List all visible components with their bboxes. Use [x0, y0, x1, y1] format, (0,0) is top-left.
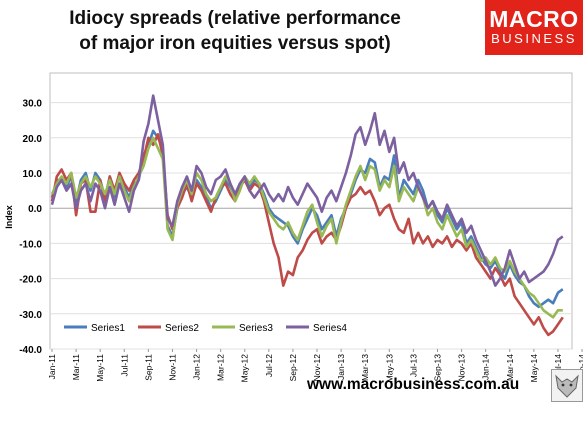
x-tick-label: Mar-11 — [71, 354, 81, 381]
y-tick-label: 30.0 — [23, 99, 43, 110]
series-line-4 — [50, 94, 564, 287]
series-line-2 — [50, 133, 564, 337]
y-tick-label: 10.0 — [23, 169, 43, 180]
y-tick-label: -40.0 — [19, 345, 42, 356]
x-tick-label: Jul-12 — [264, 354, 274, 377]
chart-title: Idiocy spreads (relative performance of … — [0, 6, 470, 56]
x-tick-label: Jan-12 — [192, 354, 202, 380]
x-tick-label: Sep-12 — [288, 354, 298, 382]
y-tick-label: -20.0 — [19, 275, 42, 286]
y-tick-label: 20.0 — [23, 134, 43, 145]
x-tick-label: Nov-13 — [457, 354, 467, 382]
series-line-3 — [50, 136, 563, 319]
x-tick-label: Sep-14 — [577, 354, 583, 382]
x-tick-label: May-13 — [384, 354, 394, 383]
legend-label-4: Series4 — [313, 323, 347, 334]
y-tick-label: 0.0 — [28, 204, 42, 215]
legend-label-1: Series1 — [91, 323, 125, 334]
y-tick-label: -10.0 — [19, 239, 42, 250]
x-tick-label: Nov-12 — [312, 354, 322, 382]
y-tick-label: -30.0 — [19, 310, 42, 321]
logo-line1: MACRO — [489, 6, 579, 32]
chart-title-line1: Idiocy spreads (relative performance — [69, 8, 401, 29]
x-tick-label: Jul-11 — [119, 354, 129, 377]
legend-label-3: Series3 — [239, 323, 273, 334]
legend-label-2: Series2 — [165, 323, 199, 334]
x-tick-label: Jan-11 — [47, 354, 57, 380]
x-tick-label: Jul-13 — [408, 354, 418, 377]
footer-url: www.macrobusiness.com.au — [307, 376, 520, 393]
wolf-logo-icon — [551, 369, 583, 402]
logo-line2: BUSINESS — [491, 31, 577, 46]
x-tick-label: Sep-13 — [432, 354, 442, 382]
x-tick-label: Jan-14 — [481, 354, 491, 380]
series-line-1 — [50, 129, 564, 309]
chart-title-line2: of major iron equities versus spot) — [79, 33, 391, 54]
x-tick-label: Jul-14 — [553, 354, 563, 377]
x-tick-label: Mar-12 — [216, 354, 226, 381]
y-axis-label: Index — [4, 205, 14, 229]
x-tick-label: May-14 — [529, 354, 539, 383]
x-tick-label: Sep-11 — [143, 354, 153, 381]
x-tick-label: May-11 — [95, 354, 105, 382]
macrobusiness-logo: MACRO BUSINESS — [485, 0, 583, 55]
x-tick-label: Jan-13 — [336, 354, 346, 380]
x-tick-label: Mar-14 — [505, 354, 515, 381]
x-tick-label: Nov-11 — [167, 354, 177, 381]
x-tick-label: May-12 — [240, 354, 250, 383]
x-tick-label: Mar-13 — [360, 354, 370, 381]
